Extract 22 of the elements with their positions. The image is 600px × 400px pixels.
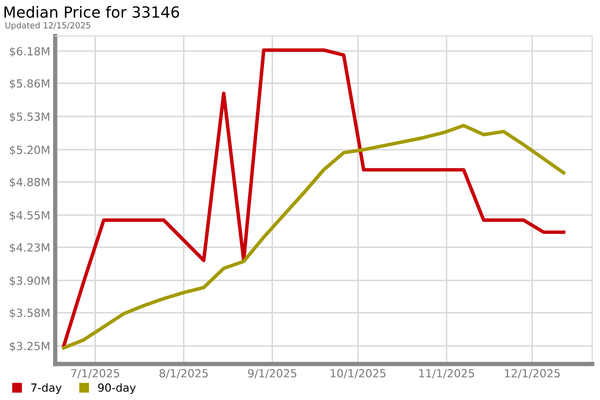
y-tick-label: $4.23M [10,243,50,254]
chart-title: Median Price for 33146 [4,6,180,18]
legend-label: 7-day [31,383,62,394]
line-series [62,48,566,348]
y-tick-label: $5.86M [10,79,50,90]
line-series [62,124,566,350]
legend-label: 90-day [98,383,136,394]
chart-subtitle: Updated 12/15/2025 [6,22,90,30]
x-tick-label: 12/1/2025 [504,369,560,378]
x-tick-label: 8/1/2025 [160,369,208,378]
y-tick-label: $3.58M [10,308,50,319]
x-tick-label: 11/1/2025 [419,369,474,378]
y-tick-label: $5.20M [10,145,50,156]
y-tick-label: $3.90M [10,276,50,286]
x-tick-label: 9/1/2025 [248,369,296,378]
y-tick-label: $4.88M [10,178,50,188]
y-tick-label: $6.18M [10,46,50,57]
y-tick-label: $3.25M [10,342,50,352]
x-tick-label: 10/1/2025 [330,369,386,378]
y-tick-label: $4.55M [10,210,50,221]
x-tick-label: 7/1/2025 [71,369,120,378]
y-tick-label: $5.53M [10,112,50,122]
